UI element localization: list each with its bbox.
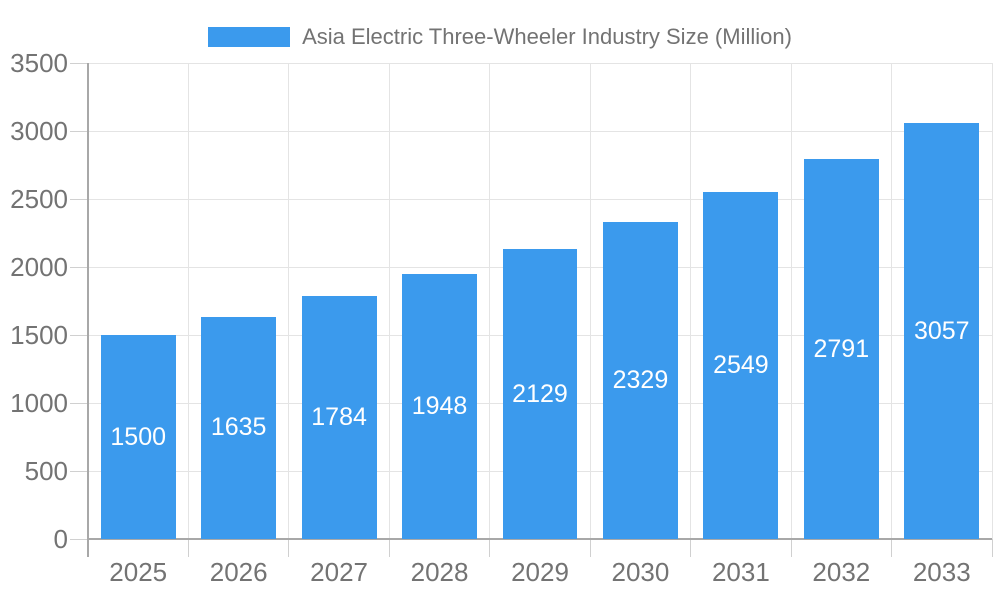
bar-2031: 2549 <box>703 192 779 539</box>
x-axis-label: 2028 <box>410 557 469 587</box>
y-axis-tick <box>70 538 88 540</box>
x-axis-tick <box>891 539 893 557</box>
y-axis-label: 0 <box>53 524 68 554</box>
y-axis-label: 3000 <box>10 116 68 146</box>
x-axis-tick <box>790 539 792 557</box>
y-axis-tick <box>70 402 88 404</box>
x-axis-tick <box>489 539 491 557</box>
x-axis-tick <box>288 539 290 557</box>
y-axis-tick <box>70 334 88 336</box>
y-axis-label: 3500 <box>10 48 68 78</box>
bar-value-label: 2329 <box>612 366 669 395</box>
y-axis-label: 1000 <box>10 388 68 418</box>
y-axis-label: 500 <box>24 456 68 486</box>
bar-2028: 1948 <box>402 274 477 539</box>
x-axis-label: 2032 <box>812 557 871 587</box>
bar-2025: 1500 <box>100 335 176 539</box>
bar-value-label: 2129 <box>512 379 568 408</box>
x-axis-label: 2031 <box>711 557 770 587</box>
y-axis-label: 2500 <box>10 184 68 214</box>
bar-value-label: 1500 <box>110 422 167 451</box>
x-axis-tick <box>388 539 390 557</box>
x-gridline <box>388 63 390 539</box>
x-gridline <box>690 63 692 539</box>
y-axis-tick <box>70 62 88 64</box>
legend-swatch <box>208 27 291 47</box>
y-gridline <box>88 130 992 132</box>
bar-value-label: 1948 <box>411 392 468 421</box>
bar-value-label: 1635 <box>210 413 267 442</box>
bar-value-label: 3057 <box>913 316 970 345</box>
x-gridline <box>187 63 189 539</box>
bar-2027: 1784 <box>301 296 377 539</box>
legend-item[interactable]: Asia Electric Three-Wheeler Industry Siz… <box>0 20 1000 54</box>
y-gridline <box>88 62 992 64</box>
x-axis-tick <box>187 539 189 557</box>
bar-value-label: 1784 <box>311 403 367 432</box>
bar-2030: 2329 <box>603 222 678 539</box>
bar-value-label: 2549 <box>713 351 769 380</box>
x-gridline <box>489 63 491 539</box>
y-axis-tick <box>70 130 88 132</box>
x-gridline <box>288 63 290 539</box>
x-gridline <box>589 63 591 539</box>
x-gridline <box>891 63 893 539</box>
bar-2026: 1635 <box>201 316 277 539</box>
y-axis-label: 2000 <box>10 252 68 282</box>
x-axis-tick <box>589 539 591 557</box>
y-axis-line <box>87 63 89 557</box>
x-axis-label: 2033 <box>912 557 971 587</box>
x-axis-label: 2029 <box>511 557 569 587</box>
bar-2029: 2129 <box>502 249 578 539</box>
x-axis-label: 2030 <box>611 557 670 587</box>
bar-value-label: 2791 <box>813 334 870 363</box>
legend-label: Asia Electric Three-Wheeler Industry Siz… <box>302 24 792 49</box>
x-axis-tick <box>991 539 993 557</box>
x-axis-label: 2026 <box>209 557 268 587</box>
bar-2033: 3057 <box>904 123 980 539</box>
x-axis-label: 2027 <box>310 557 369 587</box>
x-axis-label: 2025 <box>109 557 168 587</box>
bar-2032: 2791 <box>803 159 879 539</box>
x-gridline <box>991 63 993 539</box>
x-axis-line <box>88 538 992 540</box>
x-axis-tick <box>690 539 692 557</box>
y-axis-tick <box>70 198 88 200</box>
y-gridline <box>88 198 992 200</box>
y-axis-tick <box>70 266 88 268</box>
y-axis-tick <box>70 470 88 472</box>
x-gridline <box>790 63 792 539</box>
y-axis-label: 1500 <box>10 320 68 350</box>
